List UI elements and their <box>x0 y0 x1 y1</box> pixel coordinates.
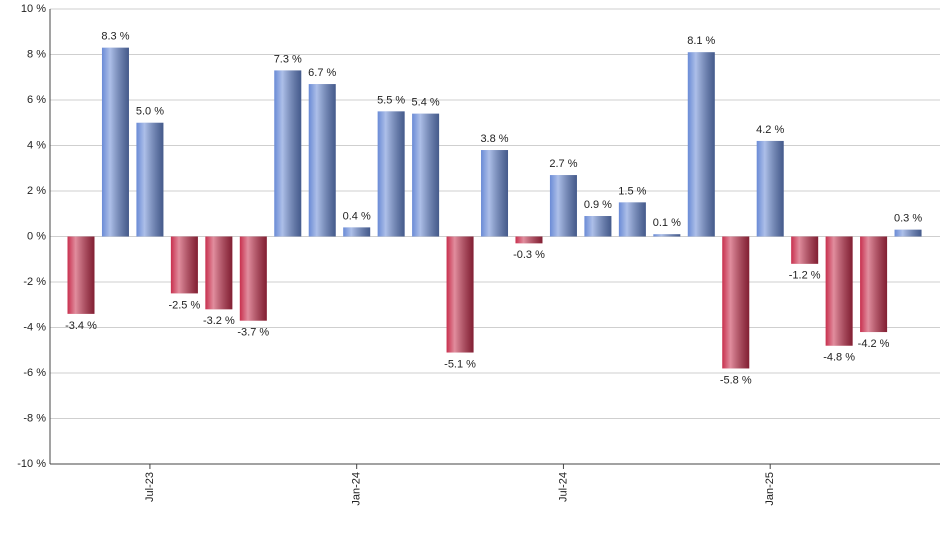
y-tick-label: -10 % <box>17 458 46 470</box>
bar-shade <box>170 236 198 294</box>
y-tick-label: 2 % <box>27 185 46 197</box>
bar-shade <box>756 140 784 237</box>
value-label: 3.8 % <box>480 133 508 145</box>
value-label: 8.3 % <box>101 31 129 43</box>
bar-shade <box>515 236 543 244</box>
bar-shade <box>446 236 474 353</box>
value-label: 2.7 % <box>549 158 577 170</box>
bar-shade <box>377 111 405 237</box>
value-label: 1.5 % <box>618 185 646 197</box>
x-tick-label: Jul-23 <box>144 472 156 502</box>
bar-shade <box>101 47 129 237</box>
value-label: -5.1 % <box>444 358 476 370</box>
y-tick-label: -4 % <box>23 321 46 333</box>
value-label: -2.5 % <box>168 299 200 311</box>
bar-shade <box>584 216 612 237</box>
bar-shade <box>274 70 302 237</box>
bar-shade <box>653 234 681 237</box>
bar-shade <box>205 236 233 310</box>
bar-shade <box>136 122 164 237</box>
value-label: -3.2 % <box>203 315 235 327</box>
y-tick-label: 10 % <box>21 3 46 15</box>
value-label: 6.7 % <box>308 67 336 79</box>
y-tick-label: 0 % <box>27 230 46 242</box>
value-label: 5.0 % <box>136 106 164 118</box>
value-label: -4.2 % <box>858 338 890 350</box>
bar-shade <box>343 227 371 237</box>
bar-shade <box>860 236 888 333</box>
value-label: 7.3 % <box>274 53 302 65</box>
value-label: 4.2 % <box>756 124 784 136</box>
y-tick-label: -2 % <box>23 276 46 288</box>
bar-shade <box>722 236 750 369</box>
x-tick-label: Jul-24 <box>557 472 569 502</box>
bar-shade <box>687 52 715 237</box>
bar-shade <box>825 236 853 346</box>
bar-shade <box>308 84 336 237</box>
value-label: -3.7 % <box>237 327 269 339</box>
value-label: 8.1 % <box>687 35 715 47</box>
value-label: -0.3 % <box>513 249 545 261</box>
y-tick-label: -8 % <box>23 412 46 424</box>
x-tick-label: Jan-25 <box>764 472 776 506</box>
bar-shade <box>67 236 95 314</box>
value-label: 0.4 % <box>343 210 371 222</box>
bar-shade <box>894 229 922 237</box>
value-label: 0.3 % <box>894 213 922 225</box>
value-label: 5.4 % <box>412 97 440 109</box>
value-label: 0.9 % <box>584 199 612 211</box>
bar-shade <box>791 236 819 264</box>
y-tick-label: 6 % <box>27 94 46 106</box>
bar-shade <box>618 202 646 237</box>
bar-shade <box>481 150 509 237</box>
value-label: 0.1 % <box>653 217 681 229</box>
y-tick-label: -6 % <box>23 367 46 379</box>
value-label: -3.4 % <box>65 320 97 332</box>
bar-shade <box>239 236 267 321</box>
bar-shade <box>412 113 440 237</box>
value-label: -5.8 % <box>720 374 752 386</box>
y-tick-label: 8 % <box>27 48 46 60</box>
value-label: -1.2 % <box>789 270 821 282</box>
y-tick-label: 4 % <box>27 139 46 151</box>
x-tick-label: Jan-24 <box>351 472 363 506</box>
bar-shade <box>549 175 577 237</box>
value-label: 5.5 % <box>377 94 405 106</box>
value-label: -4.8 % <box>823 352 855 364</box>
